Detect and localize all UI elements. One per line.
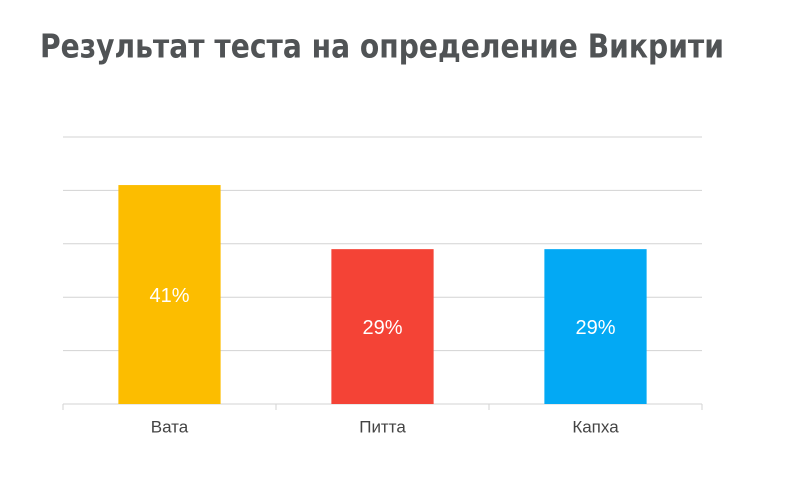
bar xyxy=(118,185,221,404)
x-tick-label: Капха xyxy=(572,417,619,436)
value-label: 29% xyxy=(575,317,615,339)
value-label: 41% xyxy=(149,285,189,307)
chart-title: Результат теста на определение Викрити xyxy=(40,27,724,66)
value-label: 29% xyxy=(362,317,402,339)
x-tick-label: Вата xyxy=(151,417,189,436)
bar xyxy=(331,249,434,404)
x-tick-label: Питта xyxy=(359,417,406,436)
bar xyxy=(544,249,647,404)
